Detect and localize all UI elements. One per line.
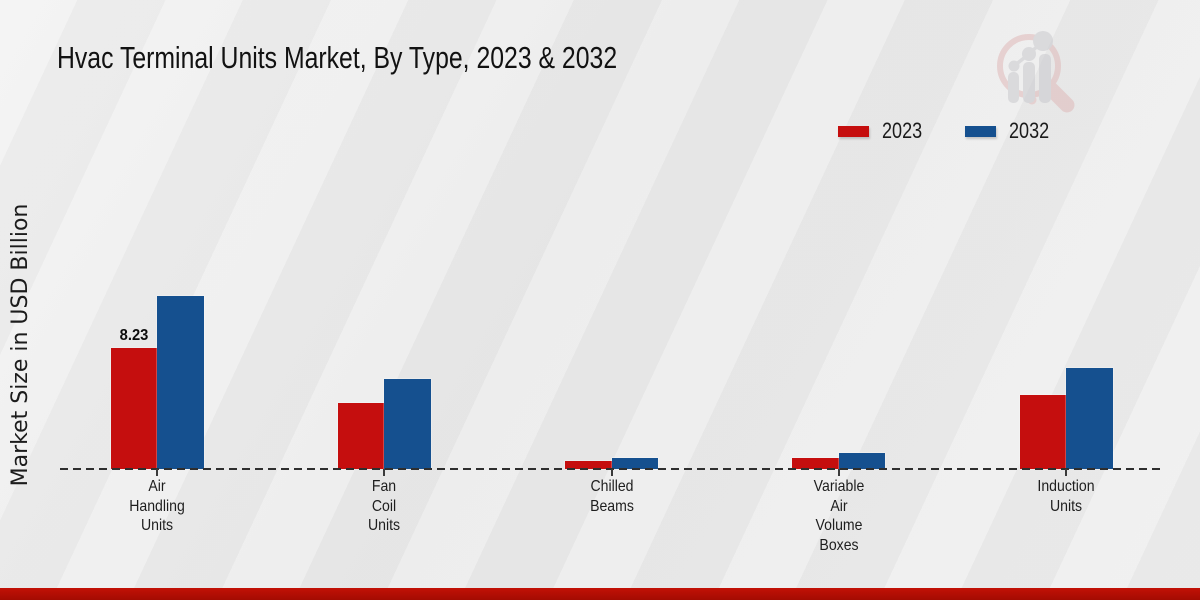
legend-swatch-2023: [838, 125, 869, 137]
category-label-variable-air-volume-boxes: Variable Air Volume Boxes: [813, 478, 865, 554]
category-label-induction-units: Induction Units: [1037, 478, 1095, 515]
bar-2023-air-handling-units: [110, 348, 157, 469]
legend-swatch-2032: [964, 125, 996, 137]
x-axis-tick: [1065, 469, 1067, 476]
x-axis-tick: [156, 469, 158, 476]
bar-value-label: 8.23: [119, 327, 149, 344]
legend: 2023 2032: [838, 118, 1058, 144]
legend-item-2023: 2023: [838, 118, 931, 144]
bar-2032-chilled-beams: [611, 457, 658, 469]
bar-2023-fan-coil-units: [337, 402, 385, 469]
bar-2023-induction-units: [1019, 395, 1066, 469]
bar-2032-fan-coil-units: [384, 379, 431, 469]
legend-item-2032: 2032: [964, 118, 1058, 144]
y-axis-label: Market Size in USD Billion: [8, 203, 33, 487]
magnifier-chart-logo-watermark: [997, 31, 1075, 113]
bar-2023-chilled-beams: [565, 460, 612, 469]
footer-bar: [0, 588, 1200, 600]
x-axis-tick: [837, 469, 840, 476]
x-axis-tick: [383, 469, 386, 476]
bar-2032-air-handling-units: [157, 295, 204, 469]
x-axis-tick: [610, 469, 613, 476]
bar-2023-variable-air-volume-boxes: [792, 457, 839, 469]
bar-2032-induction-units: [1066, 367, 1113, 469]
legend-label-2032: 2032: [1008, 118, 1050, 143]
category-label-air-handling-units: Air Handling Units: [129, 478, 185, 534]
chart-title: Hvac Terminal Units Market, By Type, 202…: [57, 40, 618, 75]
legend-label-2023: 2023: [882, 118, 923, 143]
category-label-chilled-beams: Chilled Beams: [589, 478, 634, 515]
category-label-fan-coil-units: Fan Coil Units: [368, 478, 401, 534]
bar-2032-variable-air-volume-boxes: [838, 452, 886, 469]
